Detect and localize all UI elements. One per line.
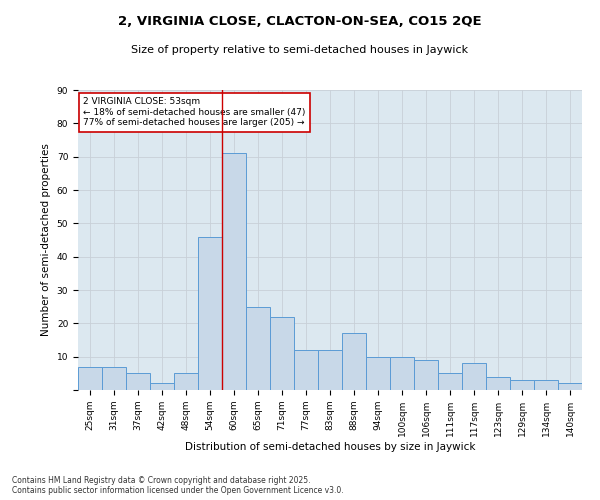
Bar (102, 366, 126, 390)
Bar (318, 350, 342, 390)
Text: 2, VIRGINIA CLOSE, CLACTON-ON-SEA, CO15 2QE: 2, VIRGINIA CLOSE, CLACTON-ON-SEA, CO15 … (118, 15, 482, 28)
Bar (366, 356, 390, 390)
Bar (390, 356, 414, 390)
Bar (462, 364, 486, 390)
Bar (342, 334, 366, 390)
Bar (174, 374, 198, 390)
Bar (438, 374, 462, 390)
Y-axis label: Number of semi-detached properties: Number of semi-detached properties (41, 144, 51, 336)
Bar (78, 366, 102, 390)
Bar (126, 374, 150, 390)
Bar (414, 360, 438, 390)
Text: Size of property relative to semi-detached houses in Jaywick: Size of property relative to semi-detach… (131, 45, 469, 55)
X-axis label: Distribution of semi-detached houses by size in Jaywick: Distribution of semi-detached houses by … (185, 442, 475, 452)
Text: Contains HM Land Registry data © Crown copyright and database right 2025.
Contai: Contains HM Land Registry data © Crown c… (12, 476, 344, 495)
Bar (270, 316, 294, 390)
Bar (510, 380, 534, 390)
Bar (198, 236, 222, 390)
Bar (558, 384, 582, 390)
Bar (294, 350, 318, 390)
Bar (534, 380, 558, 390)
Bar (246, 306, 270, 390)
Bar (222, 154, 246, 390)
Bar (486, 376, 510, 390)
Text: 2 VIRGINIA CLOSE: 53sqm
← 18% of semi-detached houses are smaller (47)
77% of se: 2 VIRGINIA CLOSE: 53sqm ← 18% of semi-de… (83, 98, 305, 128)
Bar (150, 384, 174, 390)
